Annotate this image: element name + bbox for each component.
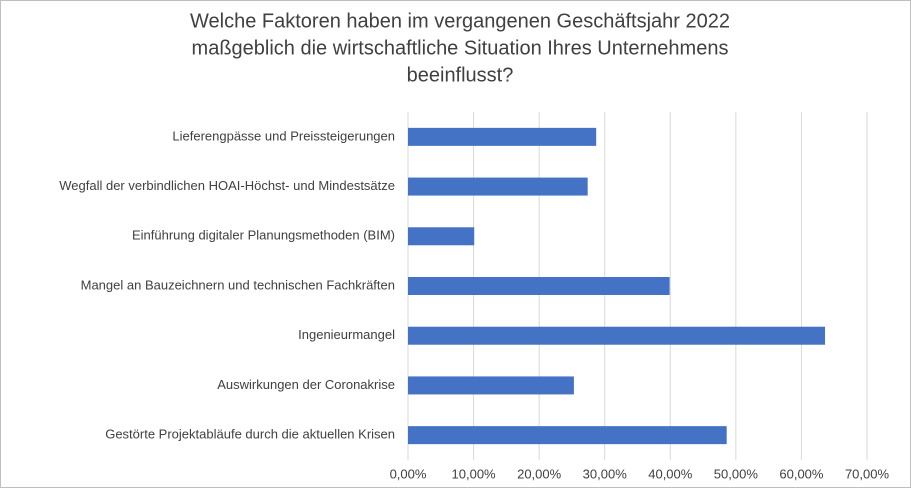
- x-tick-label: 50,00%: [714, 466, 759, 481]
- y-tick-label: Auswirkungen der Coronakrise: [217, 377, 395, 392]
- bar: [408, 376, 574, 395]
- y-tick-label: Einführung digitaler Planungsmethoden (B…: [132, 228, 395, 243]
- x-tick-label: 10,00%: [452, 466, 497, 481]
- x-tick-label: 30,00%: [583, 466, 628, 481]
- x-tick-label: 60,00%: [779, 466, 824, 481]
- chart-title: Welche Faktoren haben im vergangenen Ges…: [190, 10, 730, 32]
- y-tick-label: Lieferengpässe und Preissteigerungen: [172, 128, 395, 143]
- chart-title: maßgeblich die wirtschaftliche Situation…: [192, 37, 729, 59]
- bar: [408, 177, 588, 196]
- bar: [408, 326, 826, 345]
- chart-title: beeinflusst?: [407, 64, 514, 86]
- bar: [408, 127, 597, 146]
- y-tick-label: Gestörte Projektabläufe durch die aktuel…: [105, 427, 395, 442]
- x-tick-label: 40,00%: [648, 466, 693, 481]
- bar: [408, 227, 475, 246]
- y-tick-label: Wegfall der verbindlichen HOAI-Höchst- u…: [59, 178, 395, 193]
- bar: [408, 277, 670, 295]
- y-tick-label: Mangel an Bauzeichnern und technischen F…: [81, 277, 395, 292]
- x-tick-label: 70,00%: [845, 466, 890, 481]
- y-tick-label: Ingenieurmangel: [298, 327, 395, 342]
- x-tick-label: 0,00%: [390, 466, 427, 481]
- bar: [408, 426, 727, 445]
- x-tick-label: 20,00%: [517, 466, 562, 481]
